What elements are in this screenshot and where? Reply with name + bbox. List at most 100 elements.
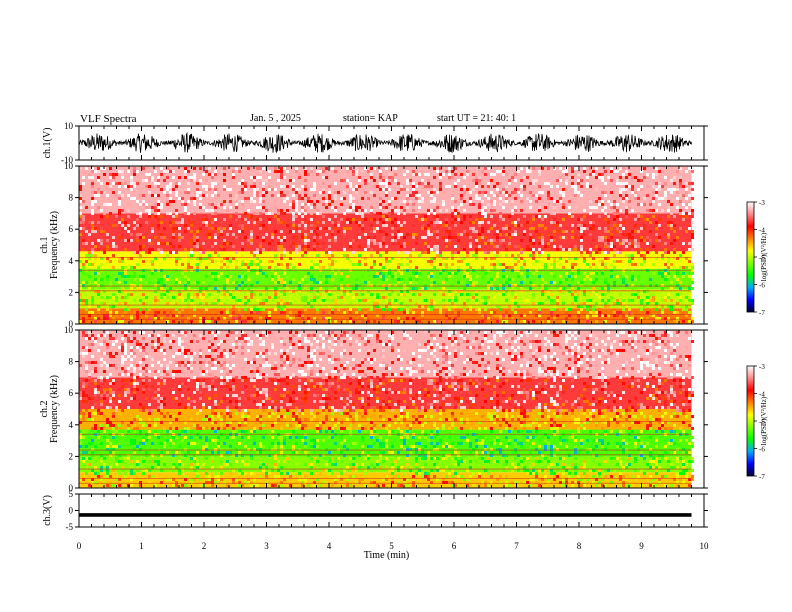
spectrogram-cell <box>565 317 568 320</box>
spectrogram-cell <box>646 173 649 176</box>
spectrogram-cell <box>175 260 178 263</box>
spectrogram-cell <box>433 320 436 323</box>
spectrogram-cell <box>220 340 223 343</box>
spectrogram-cell <box>358 263 361 266</box>
spectrogram-cell <box>541 233 544 236</box>
spectrogram-cell <box>187 305 190 308</box>
spectrogram-cell <box>649 299 652 302</box>
spectrogram-cell <box>100 352 103 355</box>
spectrogram-cell <box>241 331 244 334</box>
spectrogram-cell <box>118 463 121 466</box>
spectrogram-cell <box>220 352 223 355</box>
spectrogram-cell <box>283 284 286 287</box>
spectrogram-cell <box>133 442 136 445</box>
spectrogram-cell <box>130 397 133 400</box>
spectrogram-cell <box>100 227 103 230</box>
spectrogram-cell <box>217 436 220 439</box>
spectrogram-cell <box>475 176 478 179</box>
spectrogram-cell <box>109 311 112 314</box>
spectrogram-cell <box>103 370 106 373</box>
spectrogram-cell <box>175 278 178 281</box>
spectrogram-cell <box>118 260 121 263</box>
spectrogram-cell <box>562 236 565 239</box>
spectrogram-cell <box>94 394 97 397</box>
spectrogram-cell <box>112 173 115 176</box>
spectrogram-cell <box>172 388 175 391</box>
spectrogram-cell <box>190 355 193 358</box>
spectrogram-cell <box>661 272 664 275</box>
spectrogram-cell <box>226 421 229 424</box>
spectrogram-cell <box>238 317 241 320</box>
spectrogram-cell <box>235 454 238 457</box>
spectrogram-cell <box>343 290 346 293</box>
spectrogram-cell <box>583 305 586 308</box>
spectrogram-cell <box>160 481 163 484</box>
spectrogram-cell <box>631 284 634 287</box>
spectrogram-cell <box>466 188 469 191</box>
spectrogram-cell <box>205 418 208 421</box>
spectrogram-cell <box>400 278 403 281</box>
spectrogram-cell <box>115 194 118 197</box>
spectrogram-cell <box>130 364 133 367</box>
spectrogram-cell <box>148 355 151 358</box>
spectrogram-cell <box>640 215 643 218</box>
spectrogram-cell <box>418 200 421 203</box>
spectrogram-cell <box>202 337 205 340</box>
spectrogram-cell <box>217 343 220 346</box>
spectrogram-cell <box>553 218 556 221</box>
spectrogram-cell <box>214 299 217 302</box>
spectrogram-cell <box>304 227 307 230</box>
spectrogram-cell <box>604 242 607 245</box>
spectrogram-cell <box>361 314 364 317</box>
spectrogram-cell <box>334 284 337 287</box>
spectrogram-cell <box>514 263 517 266</box>
spectrogram-cell <box>625 176 628 179</box>
spectrogram-cell <box>238 469 241 472</box>
spectrogram-cell <box>106 445 109 448</box>
spectrogram-cell <box>115 418 118 421</box>
spectrogram-cell <box>661 254 664 257</box>
spectrogram-cell <box>199 245 202 248</box>
spectrogram-cell <box>391 290 394 293</box>
spectrogram-cell <box>427 317 430 320</box>
spectrogram-cell <box>259 200 262 203</box>
spectrogram-cell <box>499 308 502 311</box>
spectrogram-cell <box>466 263 469 266</box>
spectrogram-cell <box>208 257 211 260</box>
spectrogram-cell <box>367 281 370 284</box>
spectrogram-cell <box>244 463 247 466</box>
spectrogram-cell <box>505 173 508 176</box>
spectrogram-cell <box>202 170 205 173</box>
spectrogram-cell <box>82 281 85 284</box>
spectrogram-cell <box>496 293 499 296</box>
spectrogram-cell <box>622 173 625 176</box>
spectrogram-cell <box>649 239 652 242</box>
spectrogram-cell <box>625 320 628 323</box>
spectrogram-cell <box>616 233 619 236</box>
spectrogram-cell <box>463 209 466 212</box>
spectrogram-cell <box>79 293 82 296</box>
spectrogram-cell <box>103 457 106 460</box>
spectrogram-cell <box>343 311 346 314</box>
spectrogram-cell <box>271 188 274 191</box>
spectrogram-cell <box>514 284 517 287</box>
spectrogram-cell <box>139 421 142 424</box>
spectrogram-cell <box>691 236 694 239</box>
spectrogram-cell <box>544 266 547 269</box>
spectrogram-cell <box>229 361 232 364</box>
spectrogram-cell <box>388 176 391 179</box>
spectrogram-cell <box>382 272 385 275</box>
spectrogram-cell <box>238 302 241 305</box>
spectrogram-cell <box>145 206 148 209</box>
spectrogram-cell <box>88 475 91 478</box>
spectrogram-cell <box>316 197 319 200</box>
spectrogram-cell <box>118 197 121 200</box>
spectrogram-cell <box>103 340 106 343</box>
spectrogram-cell <box>127 248 130 251</box>
spectrogram-cell <box>475 197 478 200</box>
spectrogram-cell <box>124 349 127 352</box>
spectrogram-cell <box>295 248 298 251</box>
spectrogram-cell <box>241 472 244 475</box>
spectrogram-cell <box>595 320 598 323</box>
spectrogram-cell <box>247 209 250 212</box>
